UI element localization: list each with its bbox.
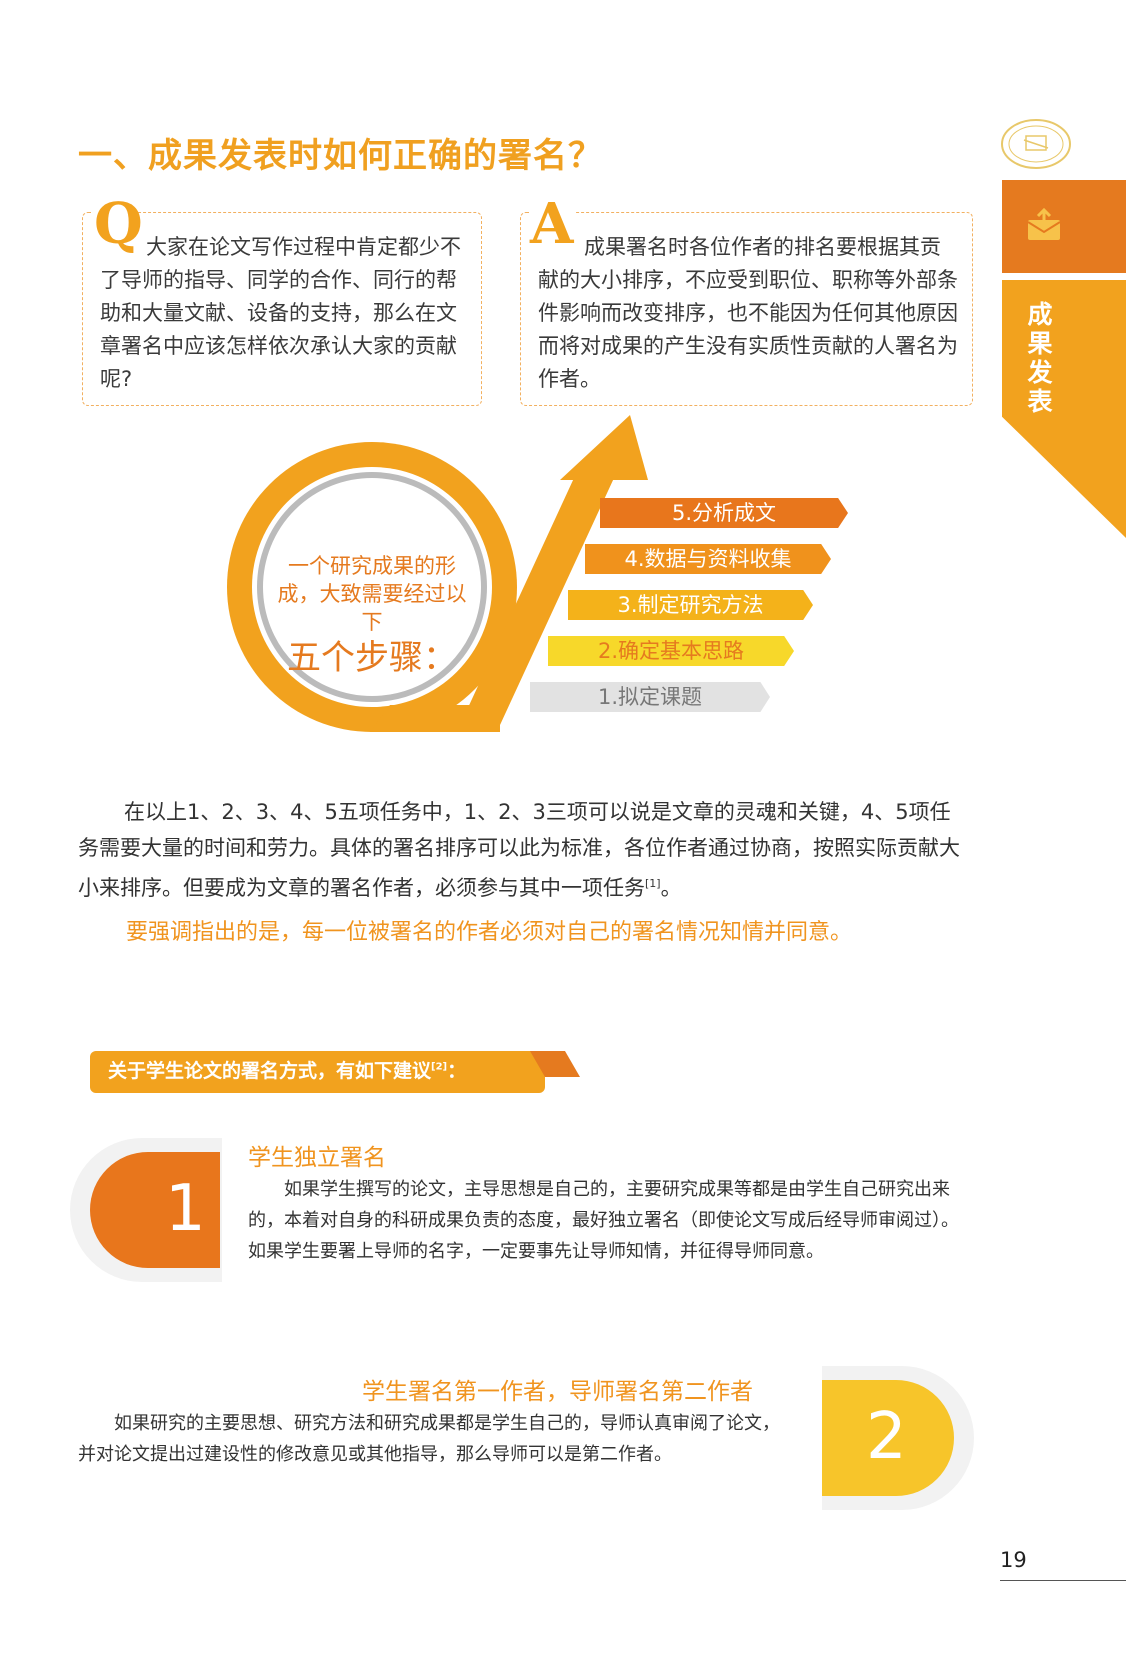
card-2-number: 2 (866, 1400, 907, 1474)
banner-colon: ： (447, 1060, 467, 1082)
step-1: 1.拟定课题 (530, 682, 770, 712)
answer-box (520, 212, 973, 406)
reference-marker: [1] (645, 877, 661, 890)
body-paragraph-text: 在以上1、2、3、4、5五项任务中，1、2、3三项可以说是文章的灵魂和关键，4、… (78, 800, 960, 900)
card-1-badge (70, 1138, 222, 1282)
body-paragraph: 在以上1、2、3、4、5五项任务中，1、2、3三项可以说是文章的灵魂和关键，4、… (78, 794, 968, 906)
step-4: 4.数据与资料收集 (585, 544, 831, 574)
university-logo-icon (1001, 119, 1071, 169)
banner-reference: [2] (431, 1061, 448, 1073)
banner-label: 关于学生论文的署名方式，有如下建议 (108, 1060, 432, 1082)
body-paragraph-end: 。 (660, 876, 682, 900)
steps-arrow-graphic (227, 415, 648, 732)
emphasis-text: 要强调指出的是，每一位被署名的作者必须对自己的署名情况知情并同意。 (126, 920, 853, 945)
card-1-title: 学生独立署名 (248, 1145, 386, 1171)
card-2-text: 如果研究的主要思想、研究方法和研究成果都是学生自己的，导师认真审阅了论文，并对论… (78, 1413, 780, 1465)
question-letter: Q (94, 191, 143, 257)
page-number-rule (1000, 1580, 1126, 1581)
step-2: 2.确定基本思路 (548, 636, 794, 666)
side-tab-label: 成果发表 (1027, 300, 1053, 416)
question-text: 大家在论文写作过程中肯定都少不了导师的指导、同学的合作、同行的帮助和大量文献、设… (100, 235, 461, 391)
step-5: 5.分析成文 (600, 498, 848, 528)
envelope-icon (1027, 208, 1061, 240)
banner-shape (90, 1051, 580, 1093)
card-2-badge (822, 1366, 974, 1510)
page-title: 一、成果发表时如何正确的署名？ (78, 136, 603, 176)
side-tab-icon-block (1002, 180, 1126, 273)
question-box (82, 212, 482, 406)
step-3: 3.制定研究方法 (568, 590, 813, 620)
circle-text: 一个研究成果的形成，大致需要经过以下 (277, 554, 467, 634)
circle-highlight-text: 五个步骤： (287, 638, 457, 678)
page-number: 19 (1000, 1548, 1027, 1572)
side-tab (1002, 280, 1126, 538)
card-1-text: 如果学生撰写的论文，主导思想是自己的，主要研究成果等都是由学生自己研究出来的，本… (248, 1179, 959, 1262)
card-1-number: 1 (165, 1172, 206, 1246)
answer-letter: A (530, 191, 574, 257)
card-2-title: 学生署名第一作者，导师署名第二作者 (362, 1379, 753, 1405)
answer-text: 成果署名时各位作者的排名要根据其贡献的大小排序，不应受到职位、职称等外部条件影响… (538, 235, 958, 391)
banner-text: 关于学生论文的署名方式，有如下建议[2]： (108, 1056, 466, 1083)
